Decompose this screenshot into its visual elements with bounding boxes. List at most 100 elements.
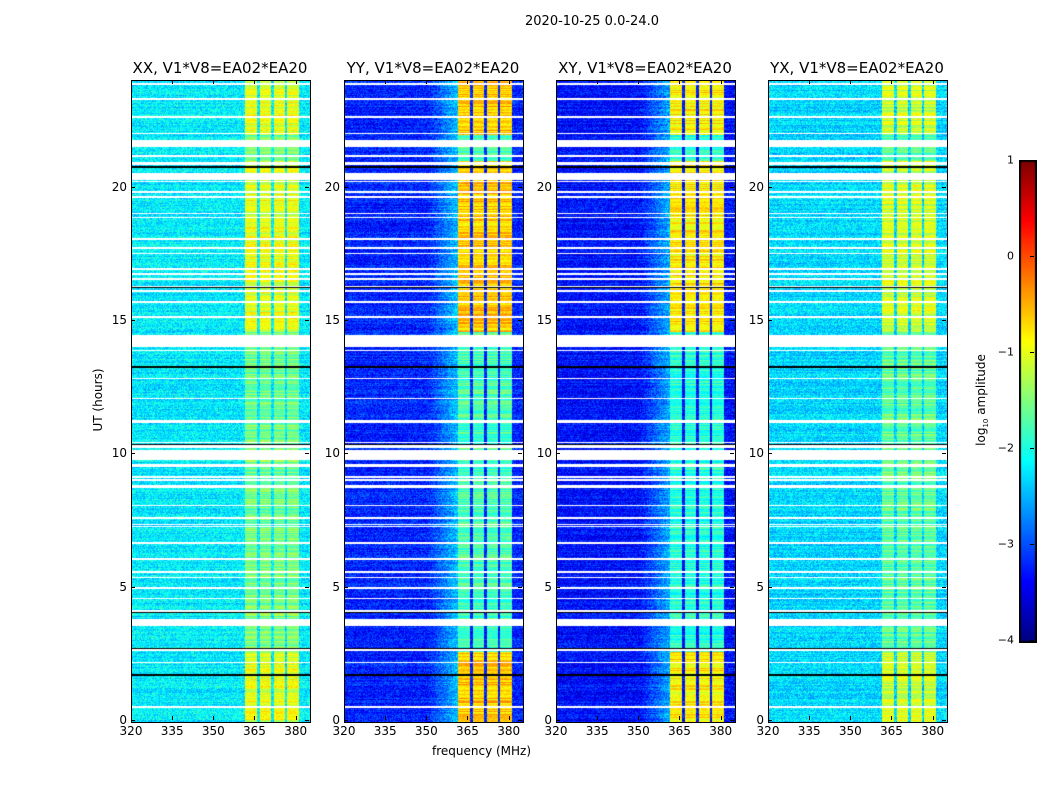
- y-tick-mark: [518, 320, 522, 321]
- x-tick-label: 380: [284, 724, 308, 738]
- heatmap-panel-1: [344, 80, 524, 723]
- colorbar-tick-label: −1: [997, 345, 1014, 359]
- y-tick-label: 5: [119, 579, 127, 594]
- y-tick-mark: [730, 320, 734, 321]
- x-tick-mark: [768, 716, 769, 720]
- x-tick-label: 365: [880, 724, 903, 738]
- y-tick-mark: [344, 186, 348, 188]
- y-tick-mark: [131, 586, 135, 588]
- y-tick-mark: [768, 453, 772, 455]
- y-tick-mark: [768, 720, 772, 721]
- x-tick-label: 380: [497, 724, 521, 738]
- y-tick-mark: [131, 320, 135, 321]
- x-tick-label: 335: [797, 724, 821, 738]
- x-tick-label: 365: [243, 724, 266, 738]
- colorbar-tick-label: −2: [997, 441, 1014, 455]
- y-tick-mark: [305, 320, 309, 321]
- x-tick-mark: [344, 80, 345, 84]
- heatmap-panel-2: [556, 80, 736, 723]
- x-tick-label: 365: [456, 724, 479, 738]
- x-tick-mark: [679, 80, 681, 84]
- colorbar-tick-mark: [1030, 352, 1034, 353]
- x-tick-mark: [295, 716, 297, 720]
- y-tick-mark: [518, 586, 522, 588]
- y-tick-mark: [344, 586, 348, 588]
- y-tick-label: 15: [748, 313, 764, 327]
- y-tick-mark: [942, 453, 946, 455]
- x-tick-label: 350: [626, 724, 650, 738]
- x-tick-mark: [850, 716, 852, 720]
- x-tick-mark: [508, 716, 510, 720]
- x-tick-label: 335: [373, 724, 397, 738]
- colorbar-label: log10 amplitude: [973, 354, 991, 446]
- x-tick-mark: [720, 716, 722, 720]
- heatmap-panel-0: [131, 80, 311, 723]
- y-tick-mark: [344, 453, 348, 455]
- x-tick-mark: [768, 80, 769, 84]
- y-tick-mark: [730, 586, 734, 588]
- y-tick-mark: [942, 720, 946, 721]
- x-tick-mark: [597, 80, 599, 84]
- heatmap-panel-3: [768, 80, 948, 723]
- x-tick-label: 350: [414, 724, 438, 738]
- x-tick-mark: [385, 80, 387, 84]
- x-tick-mark: [344, 716, 345, 720]
- colorbar-tick-mark: [1030, 448, 1034, 449]
- y-tick-label: 10: [748, 446, 764, 461]
- colorbar-tick-mark: [1030, 256, 1034, 257]
- y-tick-mark: [131, 186, 135, 188]
- x-tick-mark: [426, 80, 428, 84]
- y-tick-label: 10: [324, 446, 340, 461]
- y-tick-mark: [768, 320, 772, 321]
- panel-title: YY, V1*V8=EA02*EA20: [346, 59, 520, 77]
- x-tick-mark: [295, 80, 297, 84]
- x-tick-label: 320: [119, 724, 143, 738]
- x-tick-mark: [932, 716, 934, 720]
- x-tick-label: 335: [585, 724, 609, 738]
- x-tick-label: 320: [332, 724, 356, 738]
- x-tick-mark: [891, 716, 893, 720]
- x-tick-mark: [131, 80, 132, 84]
- colorbar: [1019, 160, 1037, 643]
- y-tick-label: 20: [324, 179, 340, 194]
- y-tick-mark: [344, 320, 348, 321]
- y-tick-mark: [518, 453, 522, 455]
- y-tick-mark: [305, 720, 309, 721]
- x-tick-label: 350: [201, 724, 225, 738]
- x-tick-mark: [254, 716, 256, 720]
- x-tick-mark: [213, 80, 215, 84]
- x-tick-mark: [172, 716, 174, 720]
- colorbar-tick-label: −3: [997, 537, 1014, 551]
- x-tick-mark: [213, 716, 215, 720]
- y-tick-mark: [518, 186, 522, 188]
- y-tick-mark: [556, 186, 560, 188]
- x-tick-mark: [891, 80, 893, 84]
- y-tick-mark: [730, 186, 734, 188]
- x-tick-mark: [679, 716, 681, 720]
- x-tick-label: 380: [709, 724, 733, 738]
- y-tick-label: 15: [536, 313, 552, 327]
- y-tick-mark: [730, 720, 734, 721]
- x-tick-mark: [597, 716, 599, 720]
- colorbar-tick-mark: [1030, 544, 1034, 545]
- y-tick-label: 5: [756, 579, 764, 594]
- x-tick-label: 380: [921, 724, 945, 738]
- x-tick-label: 350: [838, 724, 862, 738]
- panel-title: XY, V1*V8=EA02*EA20: [558, 59, 732, 77]
- colorbar-tick-label: 0: [1007, 249, 1014, 263]
- y-axis-label: UT (hours): [91, 368, 105, 432]
- x-tick-mark: [254, 80, 256, 84]
- x-tick-label: 365: [668, 724, 691, 738]
- y-tick-label: 0: [756, 713, 764, 727]
- y-tick-mark: [942, 186, 946, 188]
- y-tick-mark: [942, 320, 946, 321]
- y-tick-mark: [305, 586, 309, 588]
- x-tick-mark: [467, 716, 469, 720]
- figure-title: 2020-10-25 0.0-24.0: [525, 14, 659, 29]
- x-axis-label: frequency (MHz): [432, 744, 532, 758]
- x-tick-mark: [638, 716, 640, 720]
- panel-title: XX, V1*V8=EA02*EA20: [132, 59, 308, 77]
- colorbar-tick-label: −4: [997, 633, 1014, 647]
- x-tick-mark: [809, 80, 811, 84]
- y-tick-mark: [768, 186, 772, 188]
